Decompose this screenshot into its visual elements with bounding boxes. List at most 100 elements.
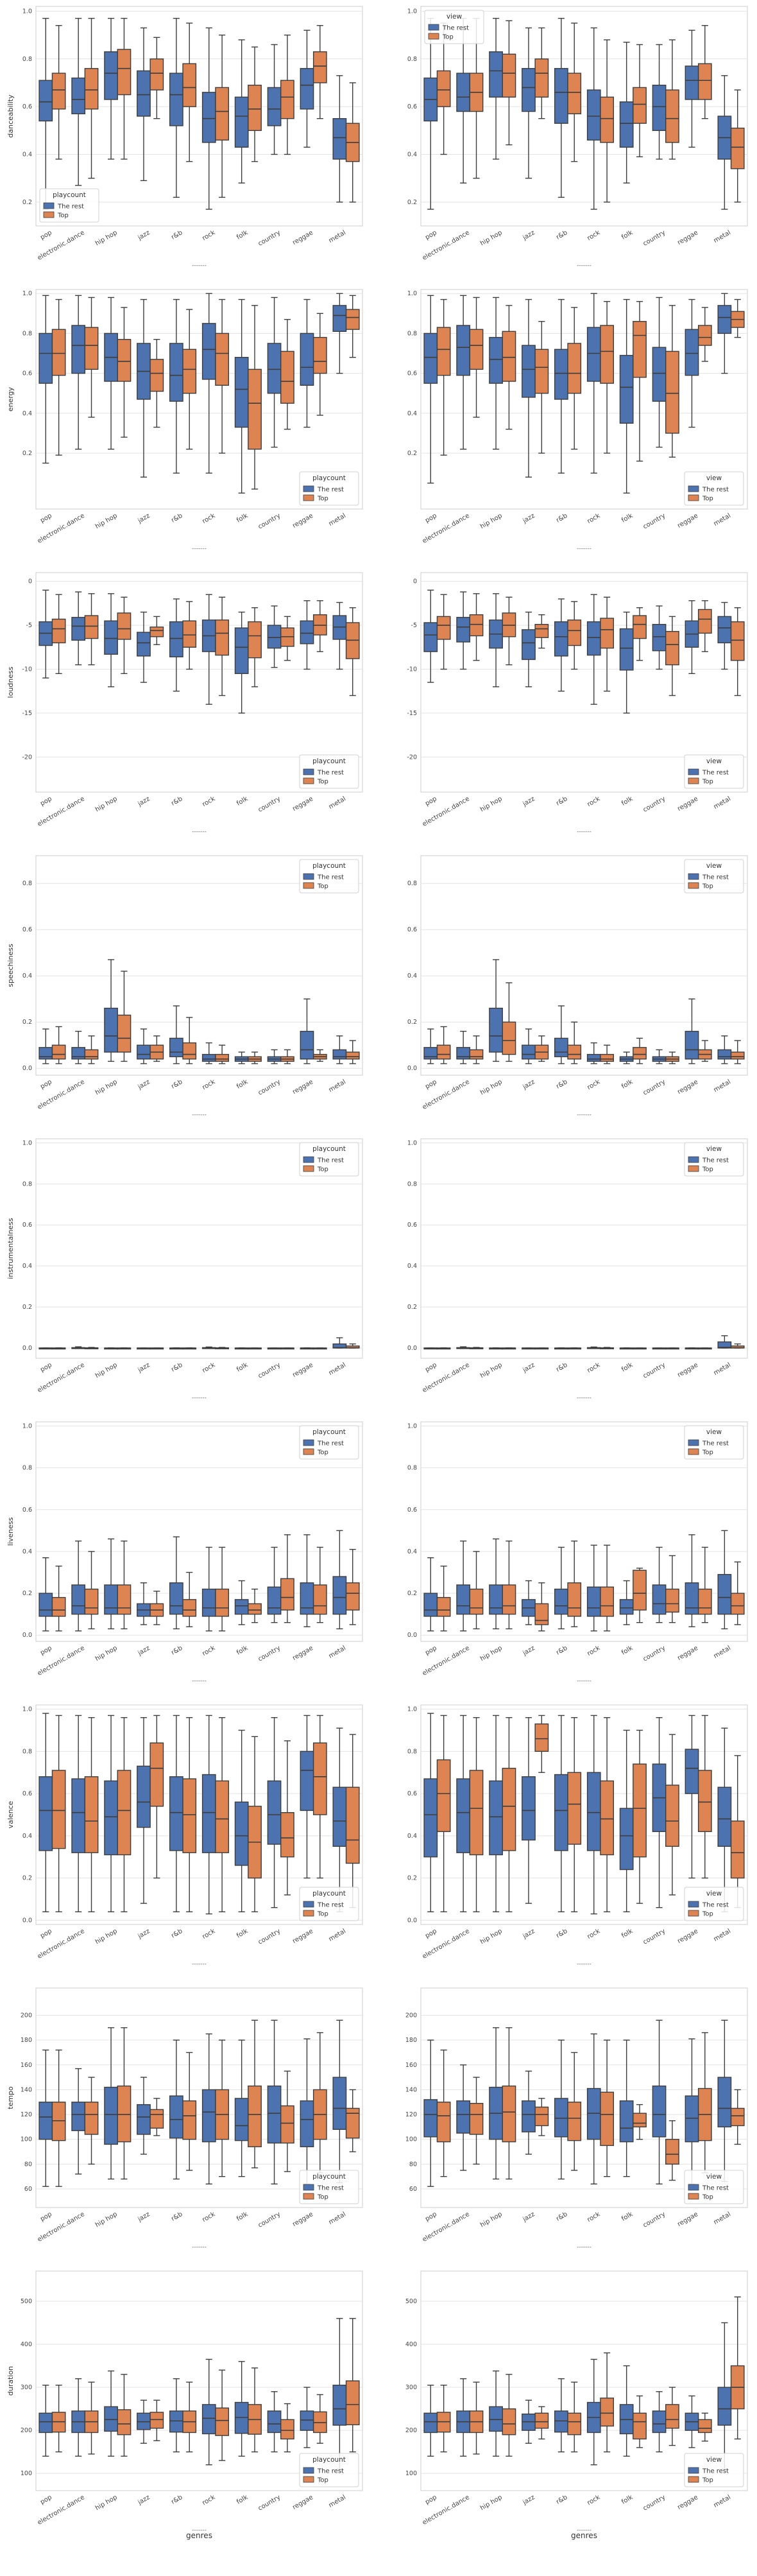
y-tick-label: 60 bbox=[409, 2186, 417, 2193]
x-tick-label: reggae bbox=[676, 1361, 699, 1379]
box-metal-top bbox=[730, 89, 745, 203]
box-folk-top bbox=[248, 607, 262, 687]
box bbox=[345, 1786, 360, 1864]
y-tick-label: 0.6 bbox=[22, 1790, 32, 1797]
box-hip-hop-the-rest bbox=[489, 1715, 503, 1912]
box-reggae-top bbox=[312, 1546, 327, 1623]
x-tick-label: country bbox=[642, 1361, 667, 1380]
x-tick-label: pop bbox=[39, 2494, 53, 2506]
box bbox=[652, 624, 667, 652]
y-tick-label: 180 bbox=[405, 2037, 417, 2044]
box bbox=[234, 1801, 249, 1866]
box bbox=[332, 118, 347, 160]
box-jazz-top bbox=[534, 27, 549, 119]
box bbox=[554, 1037, 568, 1057]
box-electronic-dance-top bbox=[469, 1717, 484, 1912]
box bbox=[665, 2139, 679, 2165]
box-jazz-the-rest bbox=[137, 27, 151, 182]
box bbox=[730, 621, 745, 661]
y-tick-label: 0.8 bbox=[22, 1180, 32, 1188]
x-tick-label: metal bbox=[713, 512, 732, 528]
box bbox=[469, 1770, 484, 1856]
box-metal-top bbox=[345, 2318, 360, 2453]
y-tick-label: 0.8 bbox=[407, 56, 417, 63]
box bbox=[280, 350, 294, 404]
y-tick-label: 1.0 bbox=[22, 1139, 32, 1146]
y-tick-label: 0.2 bbox=[22, 1019, 32, 1026]
x-tick-label: country bbox=[642, 2494, 667, 2512]
y-tick-label: 300 bbox=[405, 2384, 417, 2391]
x-tick-label: country bbox=[642, 229, 667, 248]
x-tick-label: r&b bbox=[170, 512, 183, 524]
box bbox=[633, 1763, 647, 1858]
box bbox=[586, 621, 601, 656]
box bbox=[600, 1053, 615, 1062]
box bbox=[182, 620, 197, 648]
y-axis-label: loudness bbox=[6, 666, 15, 698]
box bbox=[312, 336, 327, 374]
box bbox=[619, 1808, 634, 1871]
box-pop-the-rest bbox=[423, 295, 438, 484]
legend-swatch-the-rest bbox=[688, 1156, 699, 1163]
legend-title: playcount bbox=[312, 862, 346, 870]
y-tick-label: 0.8 bbox=[22, 1748, 32, 1755]
box bbox=[685, 329, 699, 376]
box bbox=[717, 1786, 732, 1847]
box bbox=[332, 305, 347, 332]
legend-frame bbox=[424, 10, 484, 44]
x-tick-label: folk bbox=[235, 229, 249, 241]
legend-title: view bbox=[706, 474, 722, 482]
box bbox=[267, 87, 282, 126]
x-tick-label: pop bbox=[424, 512, 438, 524]
legend-title: view bbox=[706, 1145, 722, 1153]
y-tick-label: 1.0 bbox=[407, 8, 417, 15]
box bbox=[71, 325, 86, 374]
legend-swatch-top bbox=[303, 1165, 314, 1172]
x-tick-label: hip hop bbox=[479, 795, 504, 813]
y-tick-label: 100 bbox=[405, 2136, 417, 2143]
box bbox=[489, 336, 503, 384]
box-hip-hop-the-rest bbox=[489, 2027, 503, 2180]
box bbox=[248, 84, 262, 132]
box-electronic-dance-top bbox=[469, 2077, 484, 2165]
x-tick-label: country bbox=[257, 795, 282, 814]
x-axis-label: genres bbox=[571, 2531, 597, 2540]
box bbox=[117, 339, 132, 382]
box-hip-hop-top bbox=[117, 1717, 132, 1912]
box bbox=[182, 1042, 197, 1060]
box-jazz-top bbox=[149, 339, 164, 428]
box bbox=[717, 616, 732, 644]
box bbox=[137, 70, 151, 117]
box bbox=[554, 621, 568, 657]
x-tick-label: hip hop bbox=[479, 1078, 504, 1096]
y-tick-label: 0.4 bbox=[22, 972, 32, 980]
box bbox=[469, 2102, 484, 2135]
box bbox=[234, 627, 249, 675]
x-tick-label: folk bbox=[620, 795, 634, 808]
box-r-b-the-rest bbox=[169, 298, 183, 474]
x-tick-label: jazz bbox=[521, 1078, 536, 1091]
panel-speechiness-left: 0.00.20.40.60.8speechinesspopelectronic.… bbox=[6, 855, 363, 1118]
box bbox=[104, 620, 118, 655]
box bbox=[456, 73, 471, 112]
legend-swatch-the-rest bbox=[688, 1439, 699, 1446]
box-r-b-the-rest bbox=[169, 1347, 183, 1350]
x-tick-label: jazz bbox=[136, 1361, 151, 1374]
box-folk-the-rest bbox=[619, 611, 634, 714]
box bbox=[436, 616, 451, 640]
box-rock-the-rest bbox=[586, 1715, 601, 1915]
box-pop-the-rest bbox=[423, 589, 438, 683]
legend: playcount The rest Top bbox=[299, 471, 359, 506]
box bbox=[169, 343, 183, 402]
box bbox=[554, 2098, 568, 2138]
box-electronic-dance-top bbox=[84, 1717, 99, 1912]
box-electronic-dance-top bbox=[469, 1551, 484, 1630]
box-metal-the-rest bbox=[332, 2019, 347, 2184]
legend-frame bbox=[684, 1425, 744, 1460]
box-r-b-top bbox=[567, 2052, 582, 2171]
box bbox=[522, 345, 536, 398]
box bbox=[182, 349, 197, 394]
box-electronic-dance-the-rest bbox=[456, 591, 471, 670]
x-tick-label: hip hop bbox=[479, 2211, 504, 2229]
box-electronic-dance-the-rest bbox=[71, 591, 86, 666]
